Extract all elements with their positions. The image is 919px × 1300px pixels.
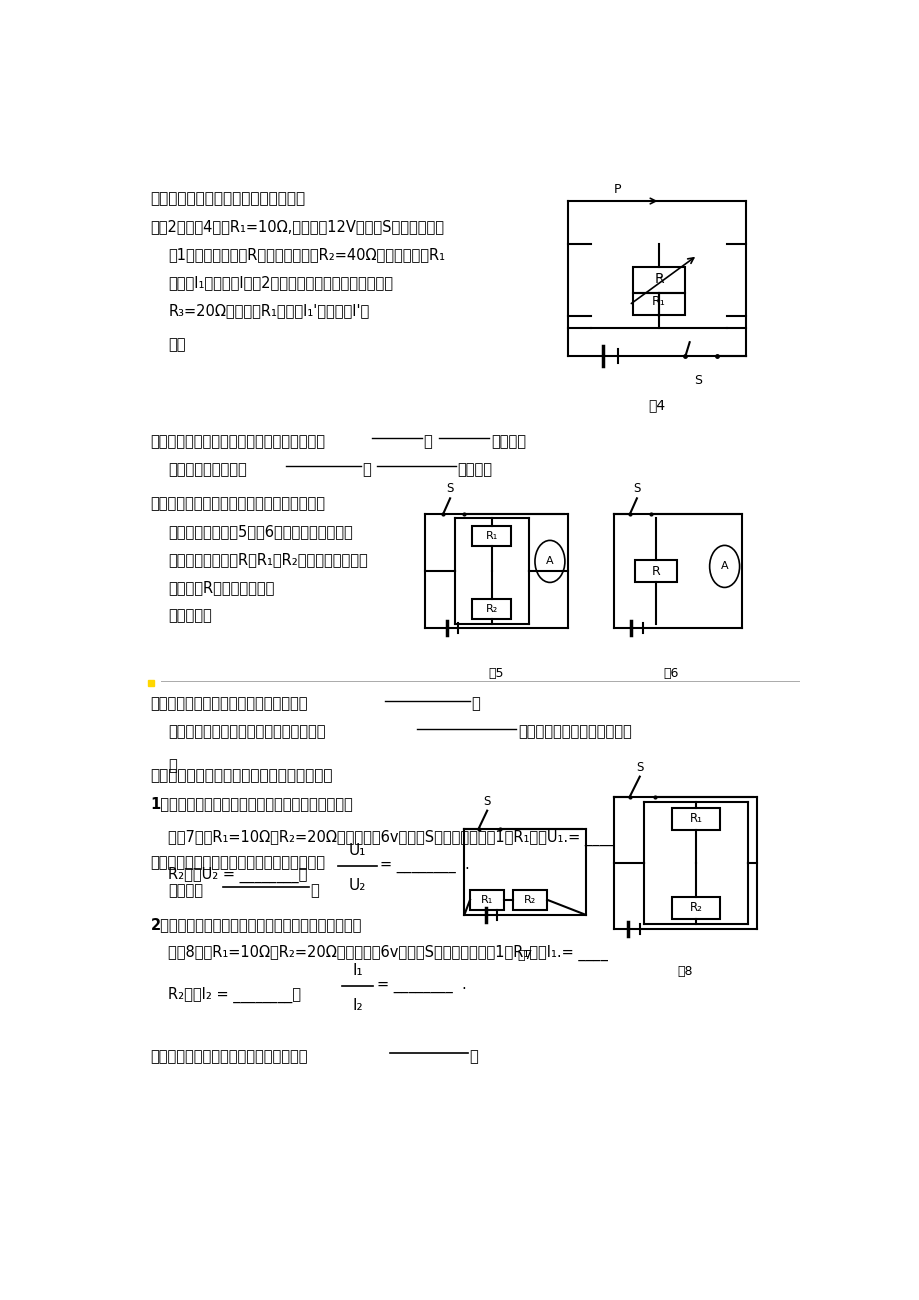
Text: 结论：在串联电路中各部分电路两端电压分配: 结论：在串联电路中各部分电路两端电压分配 bbox=[151, 854, 325, 870]
Text: R₁: R₁ bbox=[485, 532, 497, 541]
Text: 图4: 图4 bbox=[648, 398, 664, 412]
Text: 。并联后相当于增加了导体的: 。并联后相当于增加了导体的 bbox=[517, 724, 631, 740]
Text: S: S bbox=[694, 374, 701, 387]
Text: S: S bbox=[446, 482, 453, 495]
Text: R₃=20Ω时，通过R₁的电流I₁'和总电流I'。: R₃=20Ω时，通过R₁的电流I₁'和总电流I'。 bbox=[168, 303, 369, 318]
Bar bbox=[671, 897, 720, 919]
Text: R: R bbox=[654, 272, 664, 286]
Text: = ________  .: = ________ . bbox=[380, 858, 470, 874]
Text: R: R bbox=[651, 566, 660, 578]
Bar bbox=[632, 292, 684, 315]
Circle shape bbox=[709, 546, 739, 588]
Text: 结论：并联电路总电阻和分电阻的关系：: 结论：并联电路总电阻和分电阻的关系： bbox=[151, 697, 308, 711]
Text: 。: 。 bbox=[469, 1049, 478, 1063]
Text: 例题2：如图4所示R₁=10Ω,电源电压12V。开关S闭合后，求：: 例题2：如图4所示R₁=10Ω,电源电压12V。开关S闭合后，求： bbox=[151, 220, 444, 234]
Text: 都不变。: 都不变。 bbox=[457, 463, 492, 477]
Text: S: S bbox=[635, 760, 642, 774]
Bar bbox=[635, 560, 676, 582]
Text: 探究四：串联电路和并联电路电阻规律的应用: 探究四：串联电路和并联电路电阻规律的应用 bbox=[151, 768, 333, 784]
Text: R₂: R₂ bbox=[485, 604, 497, 615]
Text: R₂电压U₂ = ________，: R₂电压U₂ = ________， bbox=[168, 867, 308, 883]
Text: 2、并联分流：并联电路中各支路电流与各电阻的关系: 2、并联分流：并联电路中各支路电流与各电阻的关系 bbox=[151, 916, 362, 932]
Text: 和: 和 bbox=[362, 463, 370, 477]
Text: R₁: R₁ bbox=[689, 812, 702, 826]
Text: 图7: 图7 bbox=[516, 949, 532, 962]
Circle shape bbox=[534, 541, 564, 582]
Text: 解：: 解： bbox=[168, 337, 186, 352]
Text: 的电流I₁和总电流I；（2）当滑动变阻器接入电路的电阻: 的电流I₁和总电流I；（2）当滑动变阻器接入电路的电阻 bbox=[168, 276, 393, 290]
Text: 1、串联分压：串联电路中电压分配与各电阻的关系: 1、串联分压：串联电路中电压分配与各电阻的关系 bbox=[151, 797, 353, 811]
Text: ；: ； bbox=[310, 883, 319, 898]
Text: 拓展：并联电路中等效电阻与各分电阻的关系: 拓展：并联电路中等效电阻与各分电阻的关系 bbox=[151, 495, 325, 511]
Text: A: A bbox=[546, 556, 553, 567]
Text: 结论：在并联电路中各支路电流与电阻成: 结论：在并联电路中各支路电流与电阻成 bbox=[151, 1049, 308, 1063]
Text: 如图8所示R₁=10Ω，R₂=20Ω，电源电压6v，开关S闭合后，求：（1）R₁电流I₁.= ____: 如图8所示R₁=10Ω，R₂=20Ω，电源电压6v，开关S闭合后，求：（1）R₁… bbox=[168, 945, 607, 961]
Text: 并联电路中，总电阻比任何一个分电阻都: 并联电路中，总电阻比任何一个分电阻都 bbox=[168, 724, 325, 740]
Text: 及: 及 bbox=[423, 434, 431, 450]
Text: 推导过程：: 推导过程： bbox=[168, 608, 212, 623]
Bar bbox=[471, 526, 511, 546]
Text: 等效电阻电路如图5、图6所示。两个图中电流: 等效电阻电路如图5、图6所示。两个图中电流 bbox=[168, 524, 353, 539]
Bar bbox=[671, 807, 720, 829]
Text: 与电阻成: 与电阻成 bbox=[168, 883, 203, 898]
Bar bbox=[632, 266, 684, 292]
Text: 表示数相同，说明R和R₁、R₂并联的效果相同，: 表示数相同，说明R和R₁、R₂并联的效果相同， bbox=[168, 552, 368, 567]
Text: R₁: R₁ bbox=[481, 894, 493, 905]
Text: 小结：当并联电路中的一个支路电阻改变时，: 小结：当并联电路中的一个支路电阻改变时， bbox=[151, 434, 325, 450]
Text: （1）当滑动变阻器R接入电路的电阻R₂=40Ω时，通过电阻R₁: （1）当滑动变阻器R接入电路的电阻R₂=40Ω时，通过电阻R₁ bbox=[168, 247, 445, 263]
Text: 图5: 图5 bbox=[488, 667, 504, 680]
Bar bbox=[512, 889, 547, 910]
Text: 。: 。 bbox=[168, 758, 177, 774]
Text: P: P bbox=[613, 183, 620, 196]
Text: R₂: R₂ bbox=[689, 901, 702, 914]
Text: 如图7所示R₁=10Ω，R₂=20Ω，电源电压6v，开关S闭合后，求：（1）R₁电压U₁.= ____: 如图7所示R₁=10Ω，R₂=20Ω，电源电压6v，开关S闭合后，求：（1）R₁… bbox=[168, 831, 614, 846]
Text: I₁: I₁ bbox=[352, 963, 362, 978]
Text: ，: ， bbox=[471, 697, 480, 711]
Bar bbox=[471, 599, 511, 620]
Text: = ________  .: = ________ . bbox=[377, 979, 467, 993]
Text: R₂: R₂ bbox=[523, 894, 536, 905]
Text: 电流会改: 电流会改 bbox=[490, 434, 525, 450]
Text: U₂: U₂ bbox=[348, 878, 366, 893]
Text: 图8: 图8 bbox=[677, 965, 692, 978]
Text: S: S bbox=[483, 794, 491, 807]
Text: I₂: I₂ bbox=[352, 998, 362, 1013]
Bar bbox=[470, 889, 504, 910]
Text: U₁: U₁ bbox=[348, 842, 366, 858]
Text: 图6: 图6 bbox=[663, 667, 678, 680]
Text: 可以认为R是其等效电阻。: 可以认为R是其等效电阻。 bbox=[168, 580, 275, 595]
Text: R₂电流I₂ = ________，: R₂电流I₂ = ________， bbox=[168, 987, 301, 1004]
Text: A: A bbox=[720, 562, 728, 572]
Text: 探究三：欧姆定律在并联电路中的应用: 探究三：欧姆定律在并联电路中的应用 bbox=[151, 191, 305, 205]
Text: S: S bbox=[632, 482, 640, 495]
Text: R₁: R₁ bbox=[652, 295, 665, 308]
Text: 变，但另一个支路的: 变，但另一个支路的 bbox=[168, 463, 247, 477]
